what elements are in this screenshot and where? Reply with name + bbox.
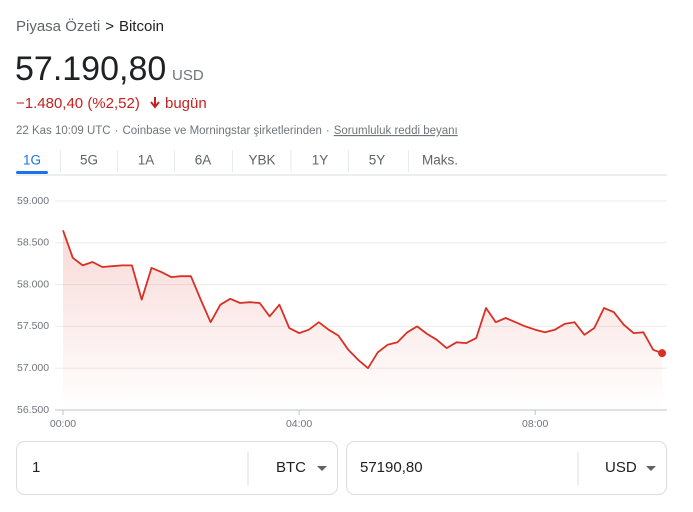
to-box[interactable] xyxy=(346,441,667,495)
price: 57.190,80 xyxy=(15,50,166,88)
info-time: 22 Kas 10:09 UTC xyxy=(16,125,111,137)
tab[interactable]: 5Y xyxy=(369,153,386,168)
info: 22 Kas 10:09 UTC · Coinbase ve Morningstar… xyxy=(16,125,458,137)
area xyxy=(63,230,663,410)
period: bugün xyxy=(165,95,207,112)
x-tick-label: 08:00 xyxy=(522,418,548,430)
from-amount[interactable]: 1 xyxy=(32,459,40,476)
x-tick-label: 04:00 xyxy=(286,418,312,430)
tab[interactable]: 1A xyxy=(138,153,155,168)
dropdown-caret xyxy=(646,466,656,471)
dropdown-caret xyxy=(317,466,327,471)
from-unit[interactable]: BTC xyxy=(276,459,306,476)
to-unit[interactable]: USD xyxy=(605,459,637,476)
breadcrumb: Piyasa Özeti > Bitcoin xyxy=(16,17,164,35)
y-tick-label: 59.000 xyxy=(17,195,49,207)
tab[interactable]: 1Y xyxy=(312,153,329,168)
y-tick-label: 57.500 xyxy=(17,320,49,332)
y-tick-label: 58.000 xyxy=(17,278,49,290)
last-point xyxy=(658,349,667,358)
to-amount[interactable]: 57190,80 xyxy=(360,459,423,476)
breadcrumb-parent[interactable]: Piyasa Özeti xyxy=(16,17,100,35)
tab[interactable]: YBK xyxy=(248,153,275,168)
chart: 56.500 57.000 57.500 58.000 58.500 59.000 00:0… xyxy=(17,195,667,430)
breadcrumb-separator: > xyxy=(105,18,114,35)
breadcrumb-current: Bitcoin xyxy=(119,18,164,35)
info-dot: · xyxy=(115,125,119,137)
tabs: 1G 5G 1A 6A YBK 1Y 5Y Maks. xyxy=(16,150,458,174)
x-tick-label: 00:00 xyxy=(50,418,76,430)
from-box[interactable] xyxy=(16,441,338,495)
y-tick-label: 57.000 xyxy=(17,362,49,374)
tab[interactable]: 6A xyxy=(195,153,212,168)
price-line xyxy=(62,229,663,370)
tab[interactable]: Maks. xyxy=(422,153,458,168)
tab-indicator xyxy=(16,171,48,174)
tab[interactable]: 5G xyxy=(80,153,98,168)
y-tick-label: 56.500 xyxy=(17,404,49,416)
down-arrow xyxy=(150,97,160,109)
y-tick-label: 58.500 xyxy=(17,237,49,249)
currency: USD xyxy=(172,67,204,84)
info-dot: · xyxy=(326,125,330,137)
disclaimer-link[interactable]: Sorumluluk reddi beyanı xyxy=(334,125,458,137)
change: −1.480,40 (%2,52) xyxy=(16,95,140,112)
tab[interactable]: 1G xyxy=(23,153,41,168)
info-source: Coinbase ve Morningstar şirketlerinden xyxy=(122,125,321,137)
